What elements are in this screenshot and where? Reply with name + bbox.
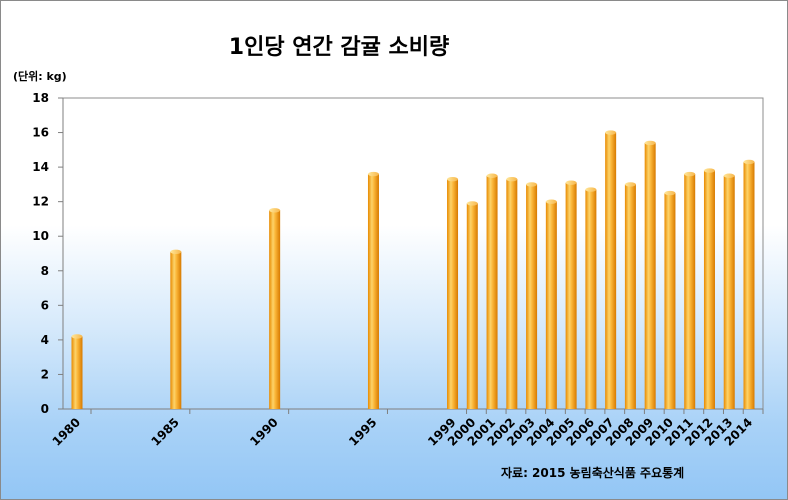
bar	[723, 175, 735, 409]
bar-cap	[684, 171, 696, 177]
y-tick-label: 10	[32, 229, 49, 243]
bar	[585, 189, 597, 409]
bar	[269, 210, 281, 409]
y-tick-label: 2	[41, 367, 49, 381]
y-tick-label: 0	[41, 402, 49, 416]
bar-cap	[703, 168, 715, 173]
bar-cap	[605, 130, 617, 135]
bar	[447, 179, 459, 409]
chart-title: 1인당 연간 감귤 소비량	[229, 35, 449, 60]
x-tick-label: 1995	[346, 415, 380, 449]
bar-cap	[506, 177, 518, 182]
x-tick-label: 1985	[148, 415, 182, 449]
bar-cap	[71, 334, 83, 339]
x-tick-label: 1980	[50, 415, 84, 449]
bar	[624, 184, 636, 409]
bar	[664, 193, 676, 409]
bar	[466, 203, 478, 409]
bar	[71, 336, 83, 409]
bar-cap	[565, 180, 577, 185]
y-tick-label: 6	[41, 298, 49, 312]
bar	[545, 201, 557, 409]
bar-cap	[723, 173, 735, 178]
bar-cap	[367, 171, 379, 177]
bar-cap	[545, 199, 557, 204]
bar-cap	[526, 182, 538, 187]
bar-cap	[466, 201, 478, 206]
bar-cap	[624, 182, 636, 187]
bar	[526, 184, 538, 409]
bar-cap	[585, 187, 597, 192]
bar-cap	[269, 208, 281, 213]
y-tick-label: 14	[32, 160, 49, 174]
bar	[605, 132, 617, 410]
y-tick-label: 4	[41, 333, 49, 347]
y-tick-label: 8	[41, 264, 49, 278]
bar-cap	[664, 190, 676, 196]
bar	[565, 182, 577, 409]
bar	[170, 251, 182, 409]
bar	[703, 170, 715, 409]
x-tick-label: 1990	[247, 415, 281, 449]
y-tick-label: 12	[32, 195, 49, 209]
y-tick-label: 16	[32, 126, 49, 140]
bar	[684, 174, 696, 409]
plot-border	[62, 97, 764, 410]
bar-cap	[486, 173, 498, 178]
unit-label: (단위: kg)	[13, 69, 67, 83]
bar	[486, 175, 498, 409]
bar-cap	[644, 140, 656, 146]
bar-cap	[170, 249, 182, 254]
bar	[367, 174, 379, 409]
bar	[743, 161, 755, 409]
bar-cap	[447, 177, 459, 182]
bar	[506, 179, 518, 409]
y-tick-label: 18	[32, 91, 49, 105]
source-note: 자료: 2015 농림축산식품 주요통계	[501, 465, 684, 480]
bar-cap	[743, 159, 755, 165]
bar	[644, 142, 656, 409]
